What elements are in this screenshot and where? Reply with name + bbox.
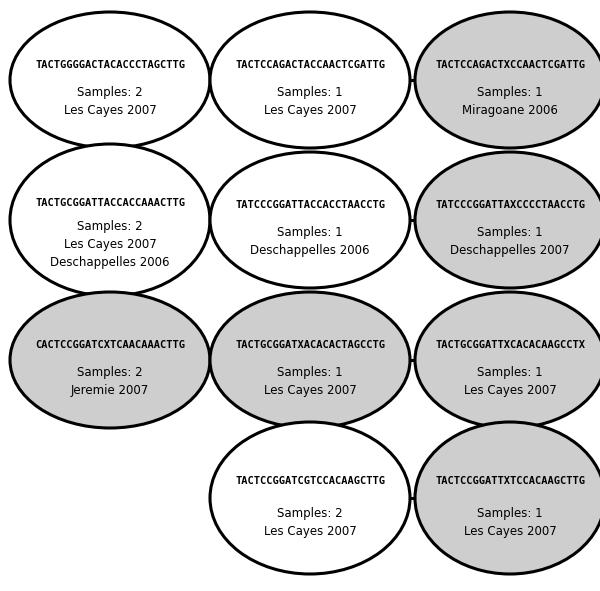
Ellipse shape	[210, 292, 410, 428]
Ellipse shape	[10, 292, 210, 428]
Ellipse shape	[10, 144, 210, 296]
Ellipse shape	[210, 152, 410, 288]
Text: Samples: 2
Les Cayes 2007: Samples: 2 Les Cayes 2007	[64, 86, 157, 117]
Text: Samples: 1
Miragoane 2006: Samples: 1 Miragoane 2006	[462, 86, 558, 117]
Text: Samples: 2
Jeremie 2007: Samples: 2 Jeremie 2007	[71, 366, 149, 397]
Text: Samples: 2
Les Cayes 2007
Deschappelles 2006: Samples: 2 Les Cayes 2007 Deschappelles …	[50, 220, 170, 269]
Text: Samples: 1
Deschappelles 2007: Samples: 1 Deschappelles 2007	[450, 226, 570, 257]
Ellipse shape	[415, 422, 600, 574]
Text: Samples: 1
Les Cayes 2007: Samples: 1 Les Cayes 2007	[263, 366, 356, 397]
Text: Samples: 1
Deschappelles 2006: Samples: 1 Deschappelles 2006	[250, 226, 370, 257]
Text: Samples: 1
Les Cayes 2007: Samples: 1 Les Cayes 2007	[263, 86, 356, 117]
Ellipse shape	[210, 12, 410, 148]
Text: Samples: 2
Les Cayes 2007: Samples: 2 Les Cayes 2007	[263, 507, 356, 538]
Text: TACTGGGGACTACACCCTAGCTTG: TACTGGGGACTACACCCTAGCTTG	[35, 60, 185, 70]
Text: Samples: 1
Les Cayes 2007: Samples: 1 Les Cayes 2007	[464, 507, 556, 538]
Text: TACTCCAGACTACCAACTCGATTG: TACTCCAGACTACCAACTCGATTG	[235, 60, 385, 70]
Text: TATCCCGGATTAXCCCCTAACCTG: TATCCCGGATTAXCCCCTAACCTG	[435, 200, 585, 210]
Ellipse shape	[10, 12, 210, 148]
Text: TACTCCAGACTXCCAACTCGATTG: TACTCCAGACTXCCAACTCGATTG	[435, 60, 585, 70]
Ellipse shape	[415, 12, 600, 148]
Ellipse shape	[210, 422, 410, 574]
Text: TACTGCGGATTACCACCAAACTTG: TACTGCGGATTACCACCAAACTTG	[35, 198, 185, 208]
Text: TACTCCGGATCGTCCACAAGCTTG: TACTCCGGATCGTCCACAAGCTTG	[235, 476, 385, 486]
Text: TACTGCGGATXACACACTAGCCTG: TACTGCGGATXACACACTAGCCTG	[235, 340, 385, 350]
Ellipse shape	[415, 292, 600, 428]
Ellipse shape	[415, 152, 600, 288]
Text: TACTGCGGATTXCACACAAGCCTX: TACTGCGGATTXCACACAAGCCTX	[435, 340, 585, 350]
Text: CACTCCGGATCXTCAACAAACTTG: CACTCCGGATCXTCAACAAACTTG	[35, 340, 185, 350]
Text: Samples: 1
Les Cayes 2007: Samples: 1 Les Cayes 2007	[464, 366, 556, 397]
Text: TATCCCGGATTACCACCTAACCTG: TATCCCGGATTACCACCTAACCTG	[235, 200, 385, 210]
Text: TACTCCGGATTXTCCACAAGCTTG: TACTCCGGATTXTCCACAAGCTTG	[435, 476, 585, 486]
